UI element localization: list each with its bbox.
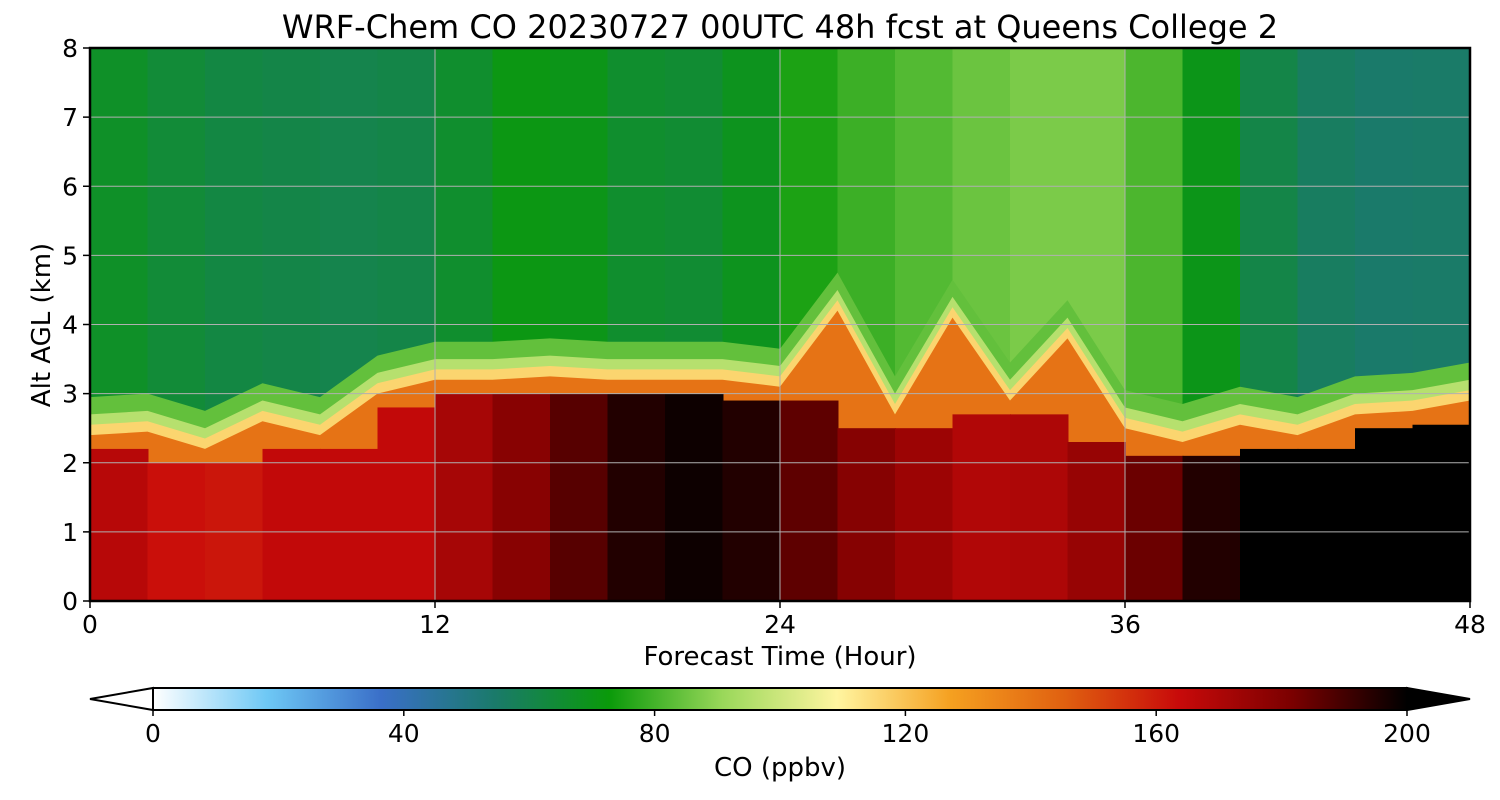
boundary-layer-cell — [1010, 414, 1069, 601]
boundary-layer-cell — [492, 393, 551, 601]
boundary-layer-cell — [722, 400, 781, 601]
boundary-layer-cell — [435, 393, 494, 601]
boundary-layer-cell — [1125, 455, 1184, 601]
y-axis: 0 1 2 3 4 5 6 7 8 — [62, 34, 90, 616]
x-tick-label: 0 — [82, 610, 98, 639]
boundary-layer-cell — [377, 407, 436, 601]
y-tick-label: 0 — [62, 587, 78, 616]
x-tick-label: 24 — [764, 610, 796, 639]
x-tick-label: 36 — [1109, 610, 1141, 639]
colorbar-ticks: 0 40 80 120 160 200 — [145, 710, 1431, 748]
boundary-layer-cell — [895, 428, 954, 601]
colorbar-bar — [153, 688, 1407, 710]
x-axis-label: Forecast Time (Hour) — [643, 642, 916, 672]
boundary-layer-cell — [90, 448, 149, 601]
boundary-layer-cell — [665, 393, 724, 601]
colorbar-tick-label: 80 — [639, 719, 671, 748]
boundary-layer-cell — [607, 393, 666, 601]
y-tick-label: 8 — [62, 34, 78, 63]
colorbar-tick-label: 40 — [388, 719, 420, 748]
colorbar-tick-label: 120 — [882, 719, 930, 748]
boundary-layer-cell — [1240, 448, 1299, 601]
boundary-layer-cell — [1182, 455, 1241, 601]
y-tick-label: 2 — [62, 449, 78, 478]
y-tick-label: 4 — [62, 311, 78, 340]
boundary-layer-cell — [1412, 424, 1470, 601]
y-tick-label: 6 — [62, 172, 78, 201]
boundary-layer-cell — [1297, 448, 1356, 601]
y-axis-label: Alt AGL (km) — [27, 243, 57, 407]
colorbar-tick-label: 200 — [1383, 719, 1431, 748]
boundary-layer-cell — [1067, 442, 1126, 601]
boundary-layer-cell — [1355, 428, 1414, 601]
y-tick-label: 7 — [62, 103, 78, 132]
colorbar-high-extension — [1406, 686, 1471, 712]
boundary-layer-cell — [320, 448, 379, 601]
boundary-layer-cell — [952, 414, 1011, 601]
colorbar-tick-label: 160 — [1132, 719, 1180, 748]
colorbar-label: CO (ppbv) — [714, 753, 846, 783]
boundary-layer-cell — [837, 428, 896, 601]
colorbar-frame — [152, 687, 1408, 711]
y-tick-label: 5 — [62, 241, 78, 270]
y-tick-label: 1 — [62, 518, 78, 547]
boundary-layer-cell — [780, 400, 839, 601]
x-axis: 0 12 24 36 48 — [82, 601, 1486, 639]
colorbar-tick-label: 0 — [145, 719, 161, 748]
boundary-layer-cell — [262, 448, 321, 601]
boundary-layer-cell — [550, 393, 609, 601]
y-tick-label: 3 — [62, 380, 78, 409]
colorbar-low-extension — [89, 686, 154, 712]
colorbar: 0 40 80 120 160 200 — [89, 686, 1471, 748]
x-tick-label: 12 — [419, 610, 451, 639]
x-tick-label: 48 — [1454, 610, 1486, 639]
chart-title: WRF-Chem CO 20230727 00UTC 48h fcst at Q… — [282, 8, 1278, 46]
